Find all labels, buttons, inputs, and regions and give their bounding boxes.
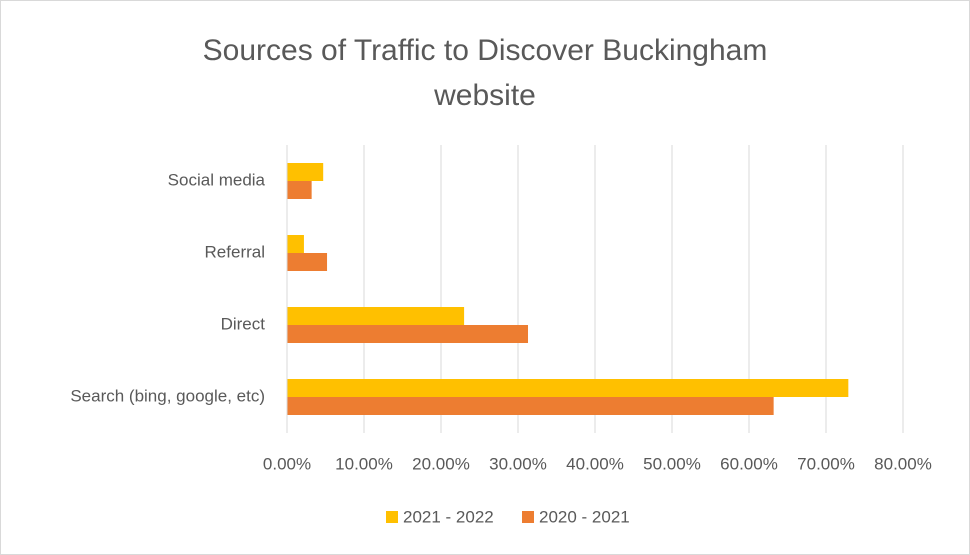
x-tick-label: 10.00% — [335, 454, 393, 473]
y-tick-label: Social media — [168, 170, 266, 189]
x-tick-label: 70.00% — [797, 454, 855, 473]
bar — [287, 307, 465, 325]
bar — [287, 253, 328, 271]
y-tick-label: Direct — [221, 314, 266, 333]
y-tick-label: Referral — [205, 242, 265, 261]
y-tick-label: Search (bing, google, etc) — [70, 386, 265, 405]
bar — [287, 235, 304, 253]
legend-label: 2020 - 2021 — [539, 507, 630, 526]
x-tick-label: 50.00% — [643, 454, 701, 473]
x-tick-label: 0.00% — [263, 454, 311, 473]
x-tick-label: 60.00% — [720, 454, 778, 473]
legend-swatch — [386, 511, 398, 523]
x-tick-label: 30.00% — [489, 454, 547, 473]
bar — [287, 325, 529, 343]
legend-swatch — [522, 511, 534, 523]
bar — [287, 379, 849, 397]
bar — [287, 163, 324, 181]
legend-label: 2021 - 2022 — [403, 507, 494, 526]
x-tick-label: 40.00% — [566, 454, 624, 473]
x-tick-label: 80.00% — [874, 454, 932, 473]
bar — [287, 181, 312, 199]
bar — [287, 397, 774, 415]
x-tick-label: 20.00% — [412, 454, 470, 473]
chart-title: Sources of Traffic to Discover Buckingha… — [202, 34, 768, 112]
